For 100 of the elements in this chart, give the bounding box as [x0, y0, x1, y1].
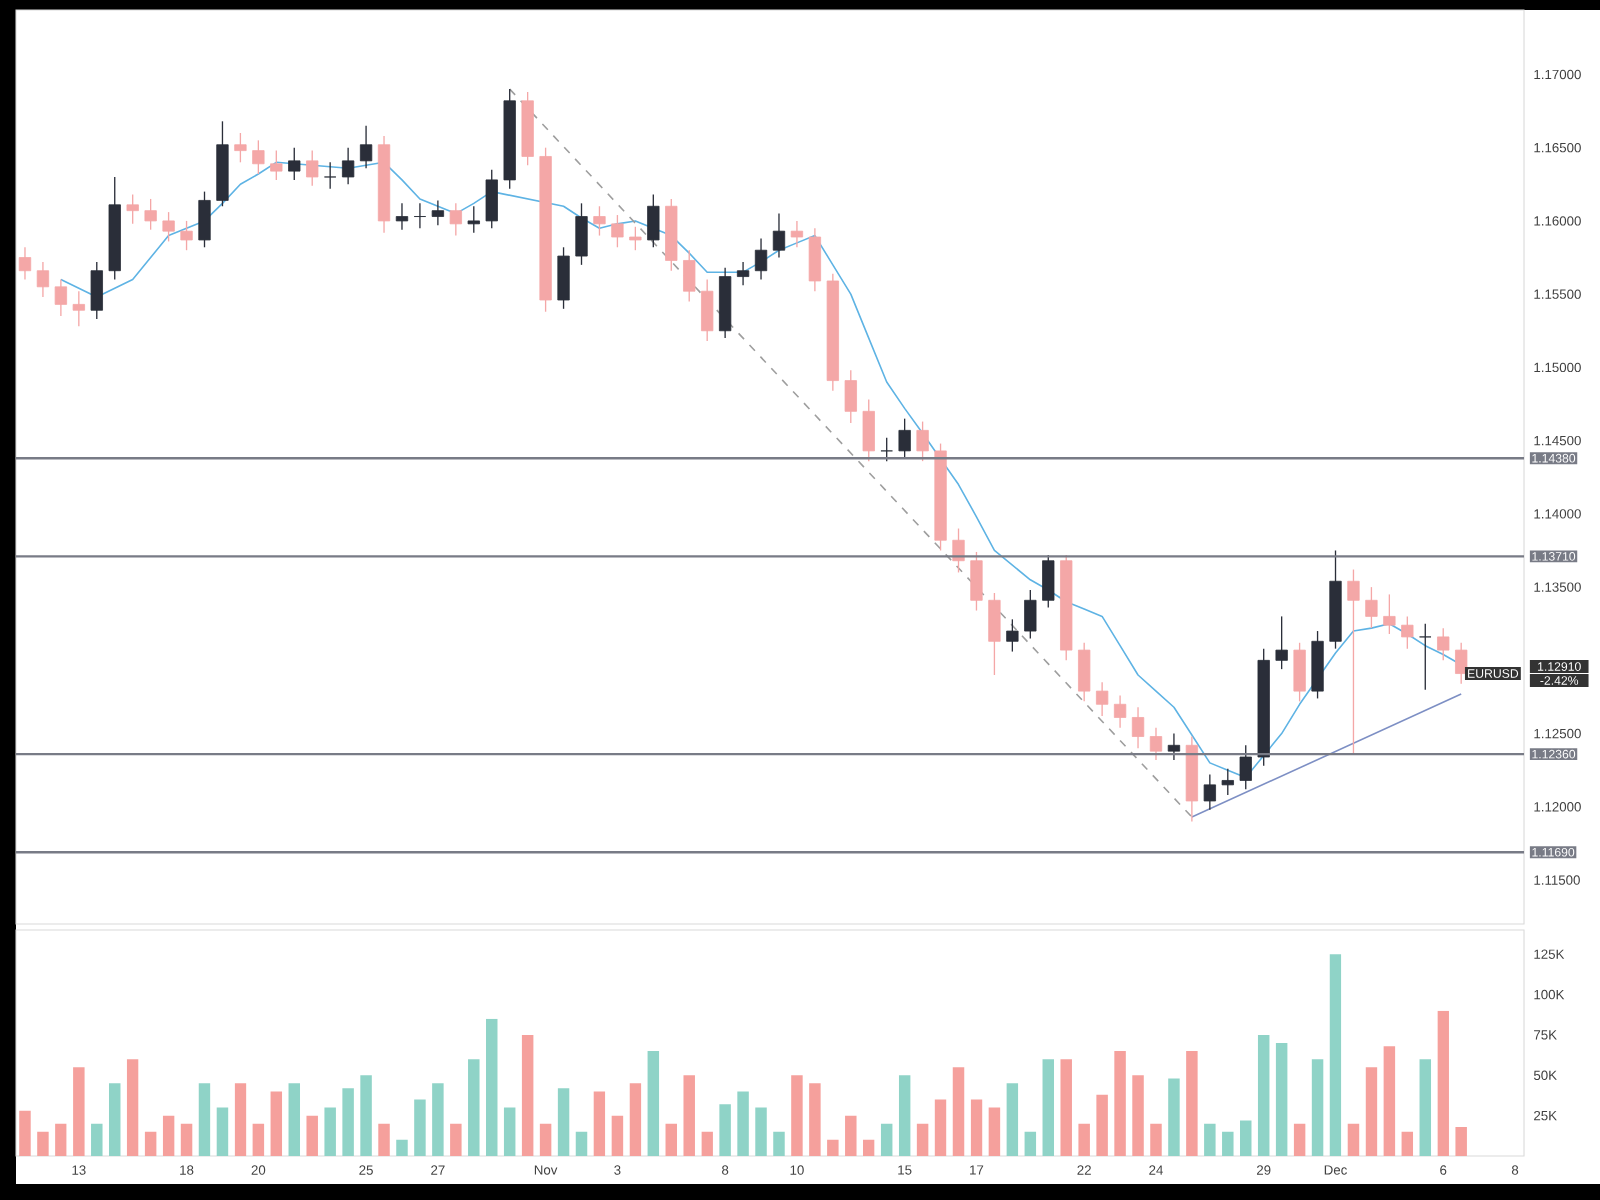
candlestick: [683, 249, 696, 303]
bar: [683, 1075, 695, 1156]
bar: [1293, 1123, 1306, 1156]
candlestick: [234, 132, 247, 163]
bar: [432, 1083, 444, 1156]
candlestick: [413, 202, 427, 229]
bar: [468, 1059, 480, 1156]
candlestick: [844, 369, 857, 424]
bar: [180, 1123, 193, 1156]
bar: [1150, 1123, 1162, 1156]
bar: [647, 1051, 660, 1156]
candlestick: [252, 139, 265, 175]
bar: [916, 1123, 929, 1156]
candlestick: [1347, 568, 1360, 755]
candlestick: [1275, 615, 1288, 670]
candlestick: [1024, 589, 1037, 640]
bar: [575, 1131, 588, 1156]
candlestick: [1455, 642, 1468, 685]
candlestick: [701, 278, 714, 342]
candlestick: [126, 193, 139, 225]
candlestick: [341, 147, 355, 185]
bar: [503, 1107, 516, 1156]
bar: [1168, 1078, 1180, 1156]
bar: [252, 1123, 265, 1156]
candlestick: [1437, 627, 1450, 662]
bar: [306, 1115, 318, 1156]
bar: [342, 1088, 354, 1156]
bar: [108, 1083, 121, 1156]
candlestick: [1006, 618, 1019, 653]
candlestick: [72, 290, 85, 328]
bar: [198, 1083, 211, 1156]
candlestick: [808, 227, 822, 292]
candlestick: [557, 246, 570, 310]
bar: [557, 1088, 570, 1156]
bar: [414, 1099, 426, 1156]
bar: [791, 1075, 803, 1156]
bar: [216, 1107, 229, 1156]
bar: [486, 1018, 498, 1156]
candlestick: [1419, 623, 1432, 691]
bar: [1401, 1131, 1414, 1156]
bar: [1096, 1094, 1108, 1156]
bar: [665, 1123, 678, 1156]
candlestick: [198, 190, 211, 248]
bar: [1257, 1034, 1270, 1156]
bar: [270, 1091, 283, 1156]
bar: [396, 1139, 408, 1156]
bar: [934, 1099, 947, 1156]
candlestick: [898, 417, 911, 459]
bar: [126, 1059, 139, 1156]
candlestick: [1365, 586, 1378, 629]
bar: [521, 1034, 534, 1156]
candlestick: [431, 199, 445, 226]
bar: [55, 1123, 67, 1156]
candlestick: [288, 147, 301, 181]
bar: [19, 1110, 31, 1156]
candlestick: [1131, 706, 1145, 749]
bar: [737, 1091, 749, 1156]
candlestick: [880, 437, 893, 462]
bar: [629, 1083, 642, 1156]
bar: [73, 1067, 85, 1156]
bar: [1060, 1059, 1072, 1156]
candlestick: [1383, 593, 1396, 635]
candlestick: [270, 149, 283, 181]
candlestick: [1149, 727, 1163, 761]
bar: [1222, 1131, 1234, 1156]
bar: [1132, 1075, 1144, 1156]
candlestick: [862, 398, 875, 462]
candlestick: [988, 592, 1001, 676]
candlestick: [1293, 642, 1306, 703]
bar: [162, 1115, 175, 1156]
candlestick: [54, 278, 68, 317]
bar: [1114, 1051, 1126, 1156]
bar: [539, 1123, 552, 1156]
bar: [91, 1123, 103, 1156]
bar: [1042, 1059, 1055, 1156]
bar: [360, 1075, 372, 1156]
bar: [863, 1139, 875, 1156]
bar: [1024, 1131, 1037, 1156]
candlestick: [485, 168, 498, 229]
bar: [37, 1131, 49, 1156]
bar: [1204, 1123, 1216, 1156]
bar: [773, 1131, 785, 1156]
candlestick: [970, 551, 983, 612]
bar: [144, 1131, 157, 1156]
candlestick: [1401, 615, 1414, 650]
bar: [1419, 1059, 1432, 1156]
candlestick: [1113, 694, 1127, 729]
bar: [1347, 1123, 1360, 1156]
bar: [611, 1115, 624, 1156]
bar: [1275, 1043, 1288, 1156]
bar: [988, 1107, 1001, 1156]
bar: [450, 1123, 462, 1156]
bar: [880, 1123, 893, 1156]
candlestick: [1239, 744, 1252, 790]
bar: [234, 1083, 247, 1156]
candlestick: [18, 246, 32, 281]
bar: [288, 1083, 301, 1156]
bar: [719, 1104, 731, 1156]
candlestick: [1078, 642, 1091, 703]
bar: [1437, 1010, 1449, 1156]
